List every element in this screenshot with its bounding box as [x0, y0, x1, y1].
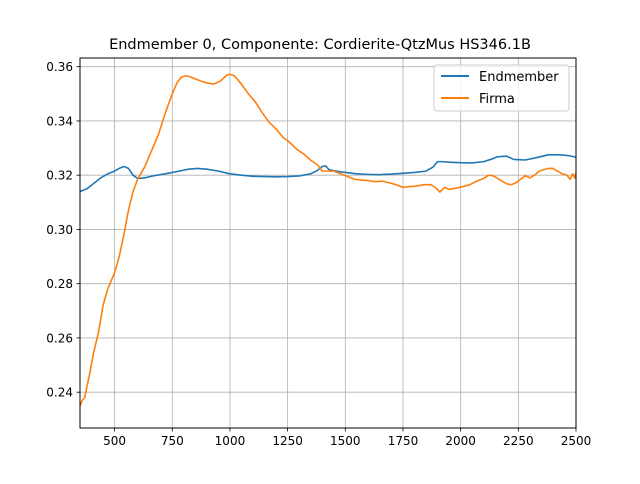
y-tick-label: 0.26: [46, 331, 73, 345]
y-tick-label: 0.28: [46, 277, 73, 291]
chart-title: Endmember 0, Componente: Cordierite-QtzM…: [109, 37, 531, 53]
plot-frame: [79, 57, 577, 429]
x-tick-label: 500: [103, 434, 126, 448]
series-group: [80, 73, 576, 407]
series-line-firma: [80, 73, 576, 407]
legend-label-firma: Firma: [479, 92, 515, 107]
y-tick-label: 0.30: [46, 223, 73, 237]
x-tick-label: 2250: [503, 434, 534, 448]
legend: Endmember Firma: [433, 64, 570, 112]
x-tick-label: 1500: [330, 434, 361, 448]
x-tick-label: 1000: [215, 434, 246, 448]
x-tick-label: 1250: [272, 434, 303, 448]
y-tick-label: 0.36: [46, 60, 73, 74]
y-tick-label: 0.34: [46, 114, 73, 128]
x-axis: 500 750 1000 1250 1500 1750 2000 2250 2500: [103, 428, 591, 448]
x-tick-label: 2500: [561, 434, 592, 448]
y-tick-label: 0.32: [46, 169, 73, 183]
y-axis: 0.24 0.26 0.28 0.30 0.32 0.34 0.36: [46, 60, 80, 400]
y-tick-label: 0.24: [46, 386, 73, 400]
series-line-endmember: [80, 154, 576, 193]
x-tick-label: 2000: [445, 434, 476, 448]
legend-label-endmember: Endmember: [479, 70, 559, 85]
x-tick-label: 1750: [388, 434, 419, 448]
x-tick-label: 750: [161, 434, 184, 448]
